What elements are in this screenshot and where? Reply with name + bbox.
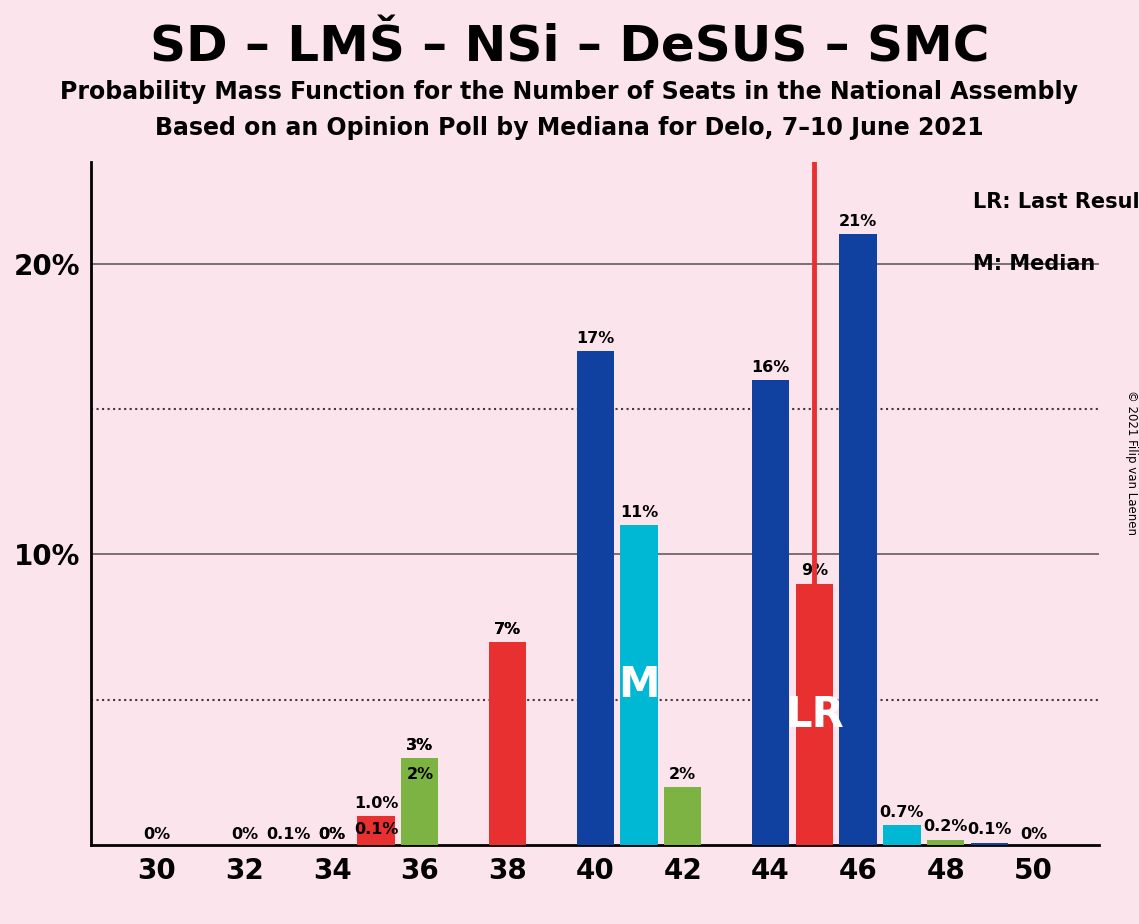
Text: 0%: 0% bbox=[319, 827, 346, 842]
Text: 0%: 0% bbox=[1019, 827, 1047, 842]
Text: 0.1%: 0.1% bbox=[354, 822, 399, 837]
Text: 0%: 0% bbox=[144, 827, 171, 842]
Text: 9%: 9% bbox=[801, 564, 828, 578]
Bar bbox=[927, 840, 965, 845]
Text: LR: Last Result: LR: Last Result bbox=[973, 192, 1139, 213]
Bar bbox=[358, 817, 394, 845]
Text: 2%: 2% bbox=[407, 767, 433, 782]
Text: M: M bbox=[618, 664, 659, 707]
Text: © 2021 Filip van Laenen: © 2021 Filip van Laenen bbox=[1124, 390, 1138, 534]
Bar bbox=[970, 843, 1008, 845]
Bar bbox=[401, 787, 439, 845]
Text: M: Median: M: Median bbox=[973, 254, 1096, 274]
Text: LR: LR bbox=[785, 694, 844, 736]
Text: 0.1%: 0.1% bbox=[967, 822, 1011, 837]
Text: 0.2%: 0.2% bbox=[924, 820, 968, 834]
Bar bbox=[489, 642, 526, 845]
Text: 0.1%: 0.1% bbox=[267, 827, 311, 842]
Bar bbox=[883, 825, 920, 845]
Bar bbox=[401, 759, 439, 845]
Bar bbox=[664, 787, 702, 845]
Text: 1.0%: 1.0% bbox=[354, 796, 399, 811]
Text: 0.7%: 0.7% bbox=[879, 805, 924, 820]
Text: 17%: 17% bbox=[576, 331, 614, 346]
Text: 3%: 3% bbox=[407, 738, 433, 753]
Bar bbox=[796, 584, 833, 845]
Text: 0%: 0% bbox=[231, 827, 259, 842]
Bar bbox=[839, 235, 877, 845]
Text: 2%: 2% bbox=[670, 767, 696, 782]
Text: 11%: 11% bbox=[620, 505, 658, 520]
Bar bbox=[621, 526, 657, 845]
Text: 21%: 21% bbox=[839, 214, 877, 229]
Text: 7%: 7% bbox=[494, 622, 521, 637]
Bar bbox=[358, 843, 394, 845]
Bar bbox=[576, 351, 614, 845]
Bar bbox=[401, 759, 439, 845]
Text: 0%: 0% bbox=[319, 827, 346, 842]
Bar bbox=[489, 642, 526, 845]
Text: Based on an Opinion Poll by Mediana for Delo, 7–10 June 2021: Based on an Opinion Poll by Mediana for … bbox=[155, 116, 984, 140]
Text: 16%: 16% bbox=[752, 359, 789, 375]
Text: 7%: 7% bbox=[494, 622, 521, 637]
Text: 3%: 3% bbox=[407, 738, 433, 753]
Bar bbox=[752, 380, 789, 845]
Text: SD – LMŠ – NSi – DeSUS – SMC: SD – LMŠ – NSi – DeSUS – SMC bbox=[149, 23, 990, 71]
Text: Probability Mass Function for the Number of Seats in the National Assembly: Probability Mass Function for the Number… bbox=[60, 80, 1079, 104]
